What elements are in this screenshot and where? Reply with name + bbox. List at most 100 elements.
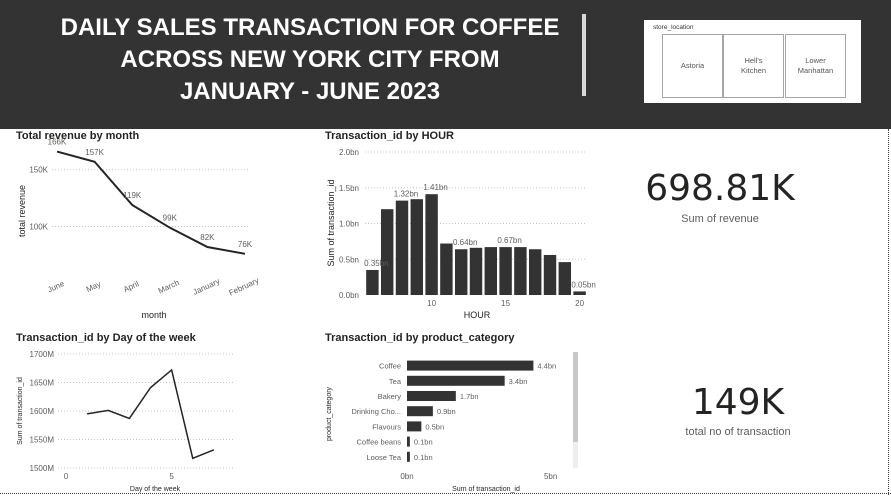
y-axis-title: total revenue bbox=[17, 185, 27, 237]
hour-bar bbox=[440, 243, 453, 295]
hour-bar bbox=[380, 209, 394, 295]
data-label: 0.5bn bbox=[425, 422, 444, 431]
category-bar bbox=[407, 451, 410, 462]
x-tick-label: 5bn bbox=[544, 472, 557, 481]
data-label: 82K bbox=[200, 233, 215, 242]
hour-bar bbox=[499, 247, 512, 295]
x-tick-label: 0bn bbox=[400, 472, 413, 481]
weekday-line bbox=[87, 368, 215, 460]
category-label: Coffee bbox=[379, 362, 401, 371]
frame-right-border bbox=[888, 129, 889, 495]
category-label: Drinking Cho... bbox=[351, 407, 401, 416]
slicer-title: store_location bbox=[653, 24, 694, 31]
category-bar bbox=[407, 406, 433, 417]
data-label: 157K bbox=[85, 148, 104, 157]
hour-bar bbox=[454, 249, 468, 295]
report-title: DAILY SALES TRANSACTION FOR COFFEE ACROS… bbox=[30, 12, 590, 108]
hour-bar bbox=[366, 269, 379, 295]
data-label: 99K bbox=[163, 214, 178, 223]
transactions-by-category-title: Transaction_id by product_category bbox=[325, 332, 515, 344]
data-label: 0.35bn bbox=[364, 259, 388, 268]
y-tick-label: 1.5bn bbox=[339, 184, 359, 193]
data-label: 1.32bn bbox=[394, 190, 418, 199]
data-label: 3.4bn bbox=[509, 377, 528, 386]
data-label: 0.67bn bbox=[497, 236, 521, 245]
hour-bar bbox=[543, 254, 557, 295]
x-tick-label: 0 bbox=[64, 472, 69, 481]
hour-bar bbox=[514, 247, 527, 295]
data-label: 4.4bn bbox=[537, 362, 556, 371]
category-label: Bakery bbox=[378, 392, 402, 401]
y-axis-title: Sum of transaction_id bbox=[326, 179, 336, 266]
data-label: 0.9bn bbox=[437, 407, 456, 416]
x-tick-label: 5 bbox=[169, 472, 174, 481]
hour-bar bbox=[558, 262, 572, 295]
category-label: Coffee beans bbox=[357, 438, 402, 447]
hour-bar bbox=[528, 249, 542, 295]
category-label: Loose Tea bbox=[367, 453, 402, 462]
x-axis-title: month bbox=[141, 310, 166, 320]
transactions-card-value: 149K bbox=[691, 382, 785, 423]
report-header: DAILY SALES TRANSACTION FOR COFFEE ACROS… bbox=[0, 0, 891, 129]
slicer-option-label: Kitchen bbox=[740, 66, 767, 75]
y-tick-label: 0.5bn bbox=[339, 255, 359, 264]
x-axis-title: Sum of transaction_id bbox=[452, 486, 520, 493]
y-tick-label: 1650M bbox=[30, 379, 55, 388]
category-label: Tea bbox=[389, 377, 402, 386]
category-bar bbox=[407, 391, 456, 401]
report-title-line-2: ACROSS NEW YORK CITY FROM bbox=[120, 46, 500, 73]
report-title-line-3: JANUARY - JUNE 2023 bbox=[179, 78, 441, 105]
store-location-slicer: store_location Astoria Hell's Kitchen Lo… bbox=[644, 20, 861, 103]
y-tick-label: 1600M bbox=[30, 407, 55, 416]
y-tick-label: 100K bbox=[29, 223, 48, 232]
slicer-option-label: Lower bbox=[805, 56, 826, 65]
x-tick-label: 15 bbox=[501, 299, 510, 308]
hour-bar bbox=[425, 194, 438, 295]
revenue-line bbox=[56, 150, 246, 255]
slicer-option-label: Manhattan bbox=[797, 66, 834, 75]
data-label: 0.05bn bbox=[571, 280, 595, 289]
slicer-option-astoria[interactable]: Astoria bbox=[662, 34, 723, 98]
y-tick-label: 1700M bbox=[30, 350, 55, 359]
hour-bar bbox=[469, 247, 483, 295]
frame-bottom-border bbox=[0, 493, 891, 494]
y-tick-label: 0.0bn bbox=[339, 291, 359, 300]
data-label: 166K bbox=[48, 138, 67, 147]
y-tick-label: 1550M bbox=[30, 436, 55, 445]
title-scrollbar[interactable] bbox=[582, 14, 586, 96]
data-label: 119K bbox=[123, 191, 142, 200]
category-scrollbar-track[interactable] bbox=[573, 352, 578, 468]
slicer-option-label: Astoria bbox=[680, 61, 705, 70]
data-label: 1.7bn bbox=[460, 392, 479, 401]
data-label: 76K bbox=[238, 240, 253, 249]
x-tick-label: 10 bbox=[427, 299, 436, 308]
category-scrollbar-thumb[interactable] bbox=[573, 352, 578, 442]
category-bar bbox=[407, 436, 410, 447]
category-bar bbox=[407, 360, 534, 371]
x-axis-title: HOUR bbox=[464, 310, 491, 320]
transactions-by-weekday-title: Transaction_id by Day of the week bbox=[16, 332, 196, 344]
data-label: 0.1bn bbox=[414, 453, 433, 462]
slicer-option-hells-kitchen[interactable]: Hell's Kitchen bbox=[723, 34, 784, 98]
data-label: 0.1bn bbox=[414, 438, 433, 447]
report-title-line-1: DAILY SALES TRANSACTION FOR COFFEE bbox=[60, 14, 560, 41]
category-label: Flavours bbox=[372, 422, 401, 431]
revenue-by-month-title: Total revenue by month bbox=[16, 130, 140, 142]
transactions-by-hour-title: Transaction_id by HOUR bbox=[325, 130, 454, 142]
x-axis-title: Day of the week bbox=[130, 486, 181, 493]
y-tick-label: 150K bbox=[29, 166, 48, 175]
y-tick-label: 2.0bn bbox=[339, 148, 359, 157]
hour-bar bbox=[573, 291, 586, 295]
category-bar bbox=[407, 421, 422, 432]
slicer-option-lower-manhattan[interactable]: Lower Manhattan bbox=[785, 34, 846, 98]
y-tick-label: 1500M bbox=[30, 464, 55, 473]
hour-bar bbox=[484, 247, 498, 295]
revenue-card-value: 698.81K bbox=[645, 168, 795, 209]
y-axis-title: product_category bbox=[326, 386, 333, 441]
category-bar bbox=[407, 375, 505, 386]
hour-bar bbox=[410, 199, 424, 295]
data-label: 0.64bn bbox=[453, 238, 477, 247]
